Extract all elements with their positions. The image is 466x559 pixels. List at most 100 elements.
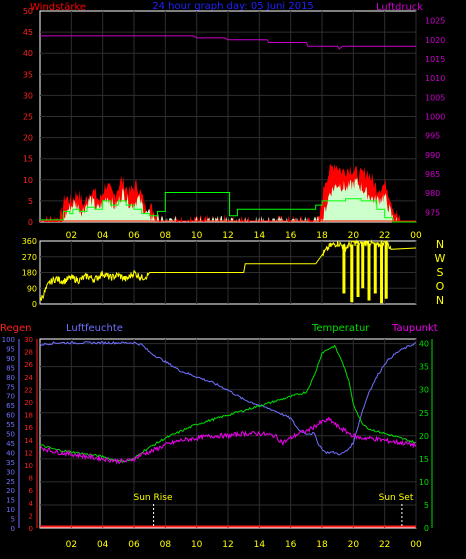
wind-direction-line [39,239,417,301]
humidity-line [39,340,417,456]
direction-series [39,239,417,304]
temp-tick-label: 10 [419,478,429,487]
humidity-tick-label: 100 [2,336,15,344]
humidity-tick-label: 95 [6,345,15,353]
x-tick-label-top: 20 [348,231,360,241]
humidity-tick-label: 45 [6,440,15,448]
rain-tick-label: 4 [29,500,34,508]
direction-tick-label: 270 [22,253,37,262]
wind-tick-label: 10 [23,176,33,185]
rain-tick-label: 2 [29,512,33,520]
pressure-tick-label: 1015 [425,55,445,64]
x-tick-label-top: 00 [410,231,422,241]
compass-letter: N [436,238,444,251]
humidity-tick-label: 85 [6,364,15,372]
wind-tick-label: 50 [23,7,33,16]
wind-tick-label: 15 [23,155,33,164]
temp-tick-label: 40 [419,340,429,349]
x-tick-label-bottom: 10 [191,540,203,550]
rain-tick-label: 6 [29,487,34,495]
pressure-tick-label: 985 [425,170,440,179]
humidity-tick-label: 20 [6,487,15,495]
x-tick-label-top: 12 [222,231,233,241]
wind-tick-label: 35 [23,70,33,79]
humidity-tick-label: 90 [6,355,15,363]
humidity-tick-label: 50 [6,431,15,439]
wind-light-area [61,177,398,222]
sun-rise-label: Sun Rise [134,493,173,503]
humidity-tick-label: 40 [6,449,15,457]
x-tick-label-top: 16 [285,231,297,241]
x-tick-label-top: 04 [97,231,109,241]
pressure-tick-label: 990 [425,151,440,160]
direction-tick-label: 90 [27,284,37,293]
rain-tick-label: 14 [24,437,33,445]
temperature-line [39,344,417,463]
humidity-tick-label: 70 [6,393,15,401]
rain-tick-label: 20 [24,399,33,407]
wind-level-line [40,192,416,223]
compass-letter: O [436,280,445,293]
humidity-axis-label: Luftfeuchte [66,323,123,334]
rain-tick-label: 0 [29,525,33,533]
pressure-line [40,35,416,50]
chart-title: 24 hour graph day: 05 Juni 2015 [152,1,314,12]
direction-tick-label: 360 [22,237,37,246]
pressure-tick-label: 980 [425,189,440,198]
wind-tick-label: 25 [23,113,33,122]
rain-tick-label: 16 [24,424,33,432]
direction-tick-label: 180 [22,269,37,278]
rain-tick-label: 10 [24,462,33,470]
x-tick-label-bottom: 08 [160,540,172,550]
pressure-tick-label: 1025 [425,17,445,26]
humidity-tick-label: 10 [6,506,15,514]
temp-tick-label: 30 [419,386,429,395]
x-tick-label-bottom: 02 [66,540,77,550]
x-tick-label-bottom: 00 [410,540,422,550]
x-tick-label-top: 22 [379,231,390,241]
rain-tick-label: 8 [29,475,33,483]
humidity-tick-label: 15 [6,497,15,505]
wind-tick-label: 45 [23,28,33,37]
temp-tick-label: 25 [419,409,429,418]
x-tick-label-top: 14 [254,231,266,241]
x-tick-label-top: 02 [66,231,77,241]
humidity-tick-label: 25 [6,478,15,486]
wind-pressure-series [40,35,416,223]
x-tick-label-bottom: 12 [222,540,233,550]
x-tick-label-top: 06 [128,231,140,241]
rain-tick-label: 12 [24,449,33,457]
x-tick-label-top: 18 [316,231,328,241]
pressure-tick-label: 1010 [425,74,445,83]
temp-tick-label: 0 [424,524,429,533]
dewpoint-axis-label: Taupunkt [391,323,438,334]
compass-letter: N [436,294,444,307]
rain-tick-label: 30 [24,336,33,344]
humidity-tick-label: 30 [6,468,15,476]
wind-tick-label: 5 [28,197,33,206]
sun-set-label: Sun Set [379,493,414,503]
humidity-tick-label: 5 [11,516,15,524]
temp-tick-label: 15 [419,455,429,464]
temp-tick-label: 35 [419,363,429,372]
pressure-axis-label: Luftdruck [376,2,423,13]
humidity-tick-label: 35 [6,459,15,467]
pressure-tick-label: 1020 [425,36,445,45]
wind-tick-label: 20 [23,134,33,143]
x-tick-label-top: 10 [191,231,203,241]
rain-tick-label: 28 [24,349,33,357]
humidity-tick-label: 75 [6,383,15,391]
humidity-tick-label: 60 [6,412,15,420]
rain-axis-label: Regen [0,323,32,334]
wind-tick-label: 30 [23,91,33,100]
x-tick-label-top: 08 [160,231,172,241]
wind-axis-label: Windstärke [30,2,86,13]
pressure-tick-label: 1005 [425,93,445,102]
x-tick-label-bottom: 14 [254,540,266,550]
humidity-tick-label: 55 [6,421,15,429]
humidity-tick-label: 65 [6,402,15,410]
humidity-tick-label: 0 [11,525,15,533]
pressure-tick-label: 995 [425,132,440,141]
